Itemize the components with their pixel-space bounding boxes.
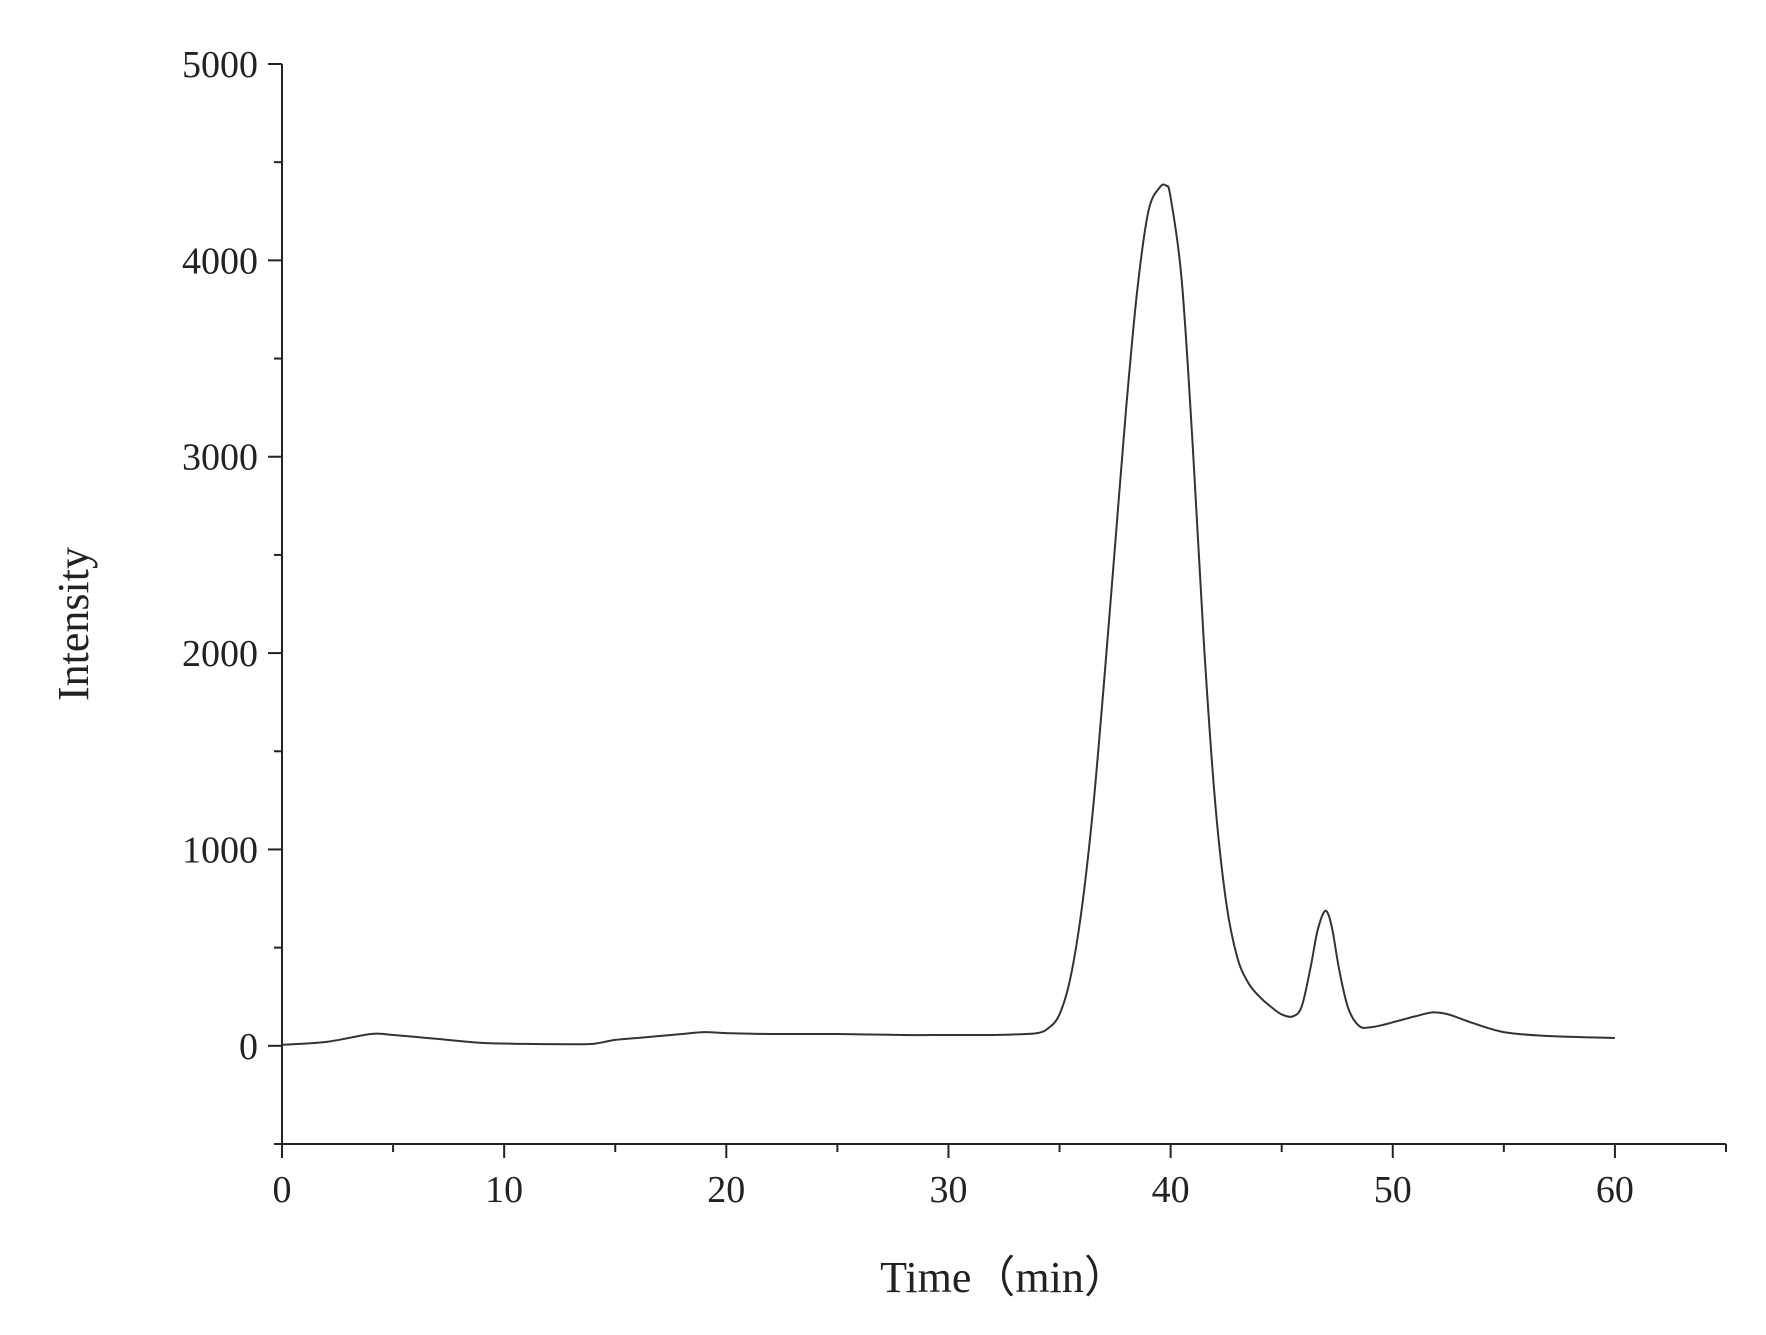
y-ticks: 0 1000 2000 3000 4000 5000 bbox=[182, 44, 282, 1145]
y-tick-label: 0 bbox=[239, 1026, 258, 1068]
x-tick-label: 0 bbox=[273, 1169, 292, 1211]
y-tick-label: 5000 bbox=[182, 44, 258, 86]
y-tick-label: 2000 bbox=[182, 633, 258, 675]
x-axis-title: Time（min） bbox=[880, 1253, 1128, 1302]
y-axis-title: Intensity bbox=[49, 547, 98, 701]
axes: 0 1000 2000 3000 4000 5000 0 10 20 30 40 50 60 bbox=[182, 44, 1727, 1211]
y-tick-label: 3000 bbox=[182, 437, 258, 479]
x-ticks: 0 10 20 30 40 50 60 bbox=[273, 1144, 1727, 1211]
x-tick-label: 50 bbox=[1374, 1169, 1412, 1211]
x-tick-label: 40 bbox=[1152, 1169, 1190, 1211]
y-tick-label: 4000 bbox=[182, 240, 258, 282]
series-line bbox=[281, 183, 1615, 1046]
x-tick-label: 10 bbox=[485, 1169, 523, 1211]
x-tick-label: 60 bbox=[1596, 1169, 1634, 1211]
x-tick-label: 20 bbox=[707, 1169, 745, 1211]
y-tick-label: 1000 bbox=[182, 829, 258, 871]
x-tick-label: 30 bbox=[929, 1169, 967, 1211]
